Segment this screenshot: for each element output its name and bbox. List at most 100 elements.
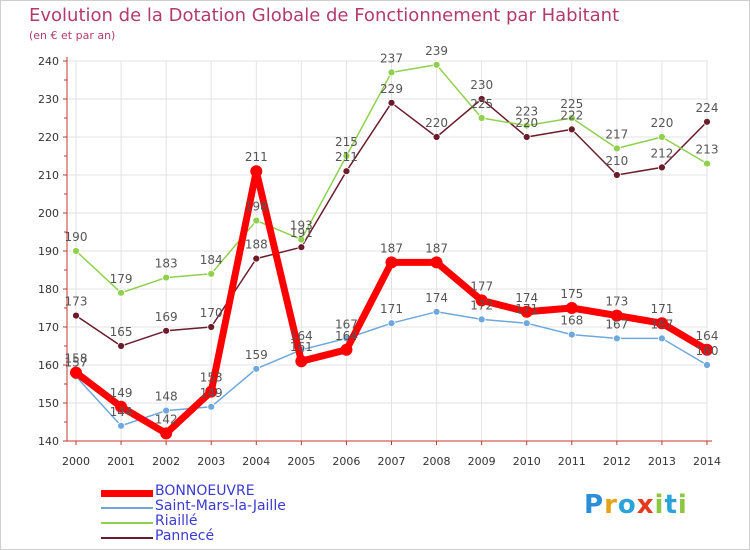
point-saint-mars-la-jaille <box>522 319 531 328</box>
point-bonnoeuvre <box>340 343 353 356</box>
point-saint-mars-la-jaille <box>477 315 486 324</box>
data-label-saint-mars-la-jaille: 172 <box>470 298 493 312</box>
data-label-bonnoeuvre: 187 <box>425 241 448 255</box>
y-tick-label: 220 <box>38 131 59 144</box>
point-pannec- <box>342 167 351 176</box>
data-label-pannec-: 220 <box>515 116 538 130</box>
data-label-riaill-: 225 <box>560 97 583 111</box>
logo-letter: o <box>617 490 637 520</box>
x-tick-label: 2008 <box>423 455 451 468</box>
point-riaill- <box>387 68 396 77</box>
y-tick-label: 200 <box>38 207 59 220</box>
data-label-pannec-: 230 <box>470 78 493 92</box>
point-pannec- <box>522 133 531 141</box>
data-label-saint-mars-la-jaille: 174 <box>425 291 448 305</box>
y-tick-label: 240 <box>38 55 59 68</box>
point-saint-mars-la-jaille <box>432 307 441 316</box>
x-tick-label: 2000 <box>62 455 90 468</box>
data-label-pannec-: 188 <box>245 238 268 252</box>
logo-letter: r <box>604 490 618 520</box>
data-label-pannec-: 222 <box>560 108 583 122</box>
point-pannec- <box>207 323 216 331</box>
legend-swatch <box>101 489 153 497</box>
data-label-bonnoeuvre: 173 <box>605 295 628 309</box>
data-label-saint-mars-la-jaille: 160 <box>696 344 719 358</box>
data-label-riaill-: 239 <box>425 44 448 58</box>
point-pannec- <box>612 171 621 179</box>
point-riaill- <box>522 121 531 130</box>
x-tick-label: 2013 <box>648 455 676 468</box>
data-label-riaill-: 183 <box>155 257 178 271</box>
series-group <box>70 60 713 440</box>
point-riaill- <box>567 114 576 122</box>
data-label-pannec-: 165 <box>110 325 133 339</box>
data-label-pannec-: 211 <box>335 150 358 164</box>
data-label-bonnoeuvre: 161 <box>290 340 313 354</box>
point-bonnoeuvre <box>385 256 398 269</box>
point-saint-mars-la-jaille <box>567 330 576 339</box>
data-label-saint-mars-la-jaille: 167 <box>335 317 358 331</box>
point-saint-mars-la-jaille <box>252 364 261 373</box>
data-label-riaill-: 237 <box>380 51 403 65</box>
point-riaill- <box>432 60 441 69</box>
point-bonnoeuvre <box>655 317 668 330</box>
x-tick-label: 2001 <box>107 455 135 468</box>
data-label-bonnoeuvre: 175 <box>560 287 583 301</box>
data-label-bonnoeuvre: 149 <box>110 386 133 400</box>
x-tick-label: 2012 <box>603 455 631 468</box>
point-saint-mars-la-jaille <box>658 334 666 343</box>
x-tick-label: 2014 <box>693 455 721 468</box>
data-label-saint-mars-la-jaille: 164 <box>290 329 313 343</box>
data-label-pannec-: 191 <box>290 226 313 240</box>
y-tick-label: 180 <box>38 283 59 296</box>
point-saint-mars-la-jaille <box>117 421 125 430</box>
data-label-riaill-: 213 <box>696 143 719 157</box>
chart-subtitle: (en € et par an) <box>29 29 116 42</box>
chart-title: Evolution de la Dotation Globale de Fonc… <box>29 5 620 26</box>
logo-letter: x <box>636 490 655 520</box>
data-label-saint-mars-la-jaille: 168 <box>560 314 583 328</box>
y-tick-labels: 140 150 160 170 180 190 200 210 220 230 240 <box>38 55 59 448</box>
x-tick-label: 2006 <box>332 455 360 468</box>
data-label-riaill-: 198 <box>245 200 268 214</box>
x-tick-label: 2009 <box>468 455 496 468</box>
y-tick-label: 160 <box>38 359 59 372</box>
data-label-riaill-: 193 <box>290 219 313 233</box>
y-tick-label: 170 <box>38 321 59 334</box>
point-bonnoeuvre <box>115 400 128 413</box>
data-label-saint-mars-la-jaille: 144 <box>110 405 133 419</box>
point-bonnoeuvre <box>610 309 623 322</box>
x-tick-label: 2002 <box>152 455 180 468</box>
point-bonnoeuvre <box>70 366 82 379</box>
data-label-bonnoeuvre: 164 <box>696 329 719 343</box>
data-label-bonnoeuvre: 171 <box>650 302 673 316</box>
legend-swatch <box>101 507 153 509</box>
data-label-riaill-: 179 <box>110 272 133 286</box>
point-riaill- <box>658 133 666 141</box>
y-tick-label: 230 <box>38 93 59 106</box>
data-label-pannec-: 173 <box>65 295 88 309</box>
point-pannec- <box>477 95 486 103</box>
data-label-bonnoeuvre: 174 <box>515 291 538 305</box>
point-pannec- <box>658 163 666 172</box>
data-label-riaill-: 215 <box>335 135 358 149</box>
data-label-bonnoeuvre: 153 <box>200 371 223 385</box>
data-label-saint-mars-la-jaille: 167 <box>605 317 628 331</box>
point-bonnoeuvre <box>250 165 263 178</box>
data-label-pannec-: 169 <box>155 310 178 324</box>
legend-label: Pannecé <box>155 528 215 544</box>
legend-label: Riaillé <box>155 513 198 529</box>
point-riaill- <box>342 152 351 160</box>
point-bonnoeuvre <box>520 305 533 318</box>
point-bonnoeuvre <box>475 294 488 307</box>
point-pannec- <box>703 117 711 126</box>
data-label-pannec-: 224 <box>696 101 719 115</box>
data-label-riaill-: 225 <box>470 97 493 111</box>
point-riaill- <box>117 288 125 297</box>
point-riaill- <box>612 144 621 153</box>
data-label-saint-mars-la-jaille: 167 <box>650 317 673 331</box>
legend-swatch <box>101 522 153 524</box>
point-bonnoeuvre <box>160 427 173 440</box>
